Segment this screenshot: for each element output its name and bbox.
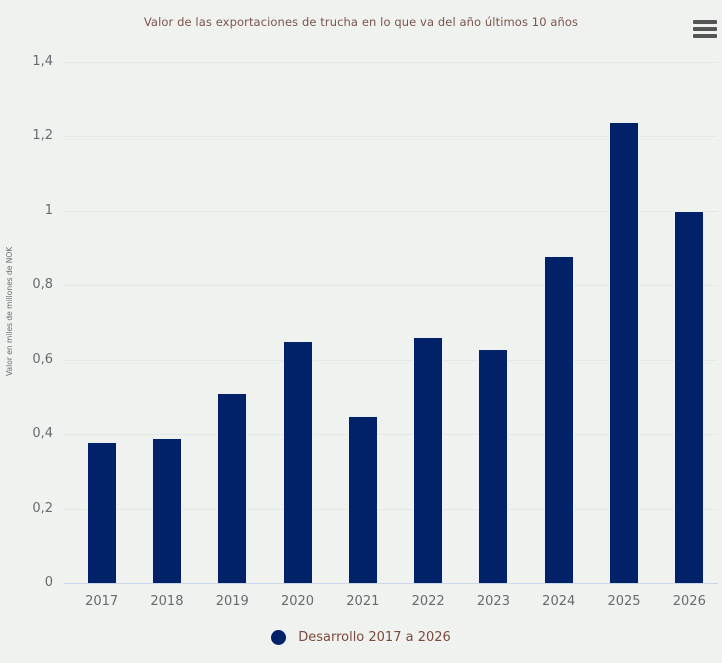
bar-2023[interactable] [478,349,509,583]
plot-gridlines [64,62,718,584]
bar-cell [200,62,265,583]
y-tick-label: 0,2 [32,501,53,516]
bar-cell [526,62,591,583]
x-tick-label-2019: 2019 [215,594,249,609]
bar-cell [591,62,656,583]
bar-cell [395,62,460,583]
bar-2024[interactable] [543,256,574,583]
x-axis-line [64,583,718,584]
bar-cell [461,62,526,583]
legend-label: Desarrollo 2017 a 2026 [298,629,451,645]
x-axis-labels: 2017 2018 2019 2020 2021 2022 2023 2024 2025 2026 [69,594,722,612]
chart-title: Valor de las exportaciones de trucha en … [143,15,579,29]
bar-cell [69,62,134,583]
bar-cell [134,62,199,583]
x-tick-label-2020: 2020 [280,594,315,609]
y-tick-label: 0 [44,575,53,590]
hamburger-bar [693,34,717,38]
hamburger-menu-icon[interactable] [692,19,718,39]
bar-2019[interactable] [217,393,248,583]
y-tick-label: 0,8 [32,277,53,292]
y-tick-label: 1 [44,203,53,218]
x-tick-label-2022: 2022 [411,594,445,609]
bar-2021[interactable] [347,416,378,583]
x-tick-label-2021: 2021 [346,594,380,609]
bar-cell [657,62,722,583]
legend-item[interactable]: Desarrollo 2017 a 2026 [0,628,722,646]
bar-2020[interactable] [282,341,313,583]
y-tick-label: 0,4 [32,426,53,441]
bar-2022[interactable] [413,337,444,583]
hamburger-bar [693,27,717,31]
y-gridline [64,360,718,361]
y-tick-label: 1,2 [32,128,53,143]
legend-marker-icon [271,629,287,645]
y-tick-label: 0,6 [32,352,53,367]
y-gridline [64,434,718,435]
hamburger-bar [693,20,717,24]
bar-2018[interactable] [151,438,182,583]
bar-cell [330,62,395,583]
x-tick-label-2023: 2023 [476,594,510,609]
bar-series [69,62,722,583]
x-tick-label-2018: 2018 [150,594,184,609]
bar-2025[interactable] [609,122,640,583]
bar-2017[interactable] [86,442,117,583]
x-tick-label-2026: 2026 [672,594,706,609]
x-tick-label-2025: 2025 [607,594,641,609]
y-gridline [64,62,718,63]
y-gridline [64,509,718,510]
bar-cell [265,62,330,583]
y-gridline [64,136,718,137]
x-tick-label-2024: 2024 [542,594,576,609]
y-tick-label: 1,4 [32,54,53,69]
x-tick-label-2017: 2017 [85,594,119,609]
y-gridline [64,285,718,286]
y-gridline [64,211,718,212]
bar-2026[interactable] [674,211,705,583]
